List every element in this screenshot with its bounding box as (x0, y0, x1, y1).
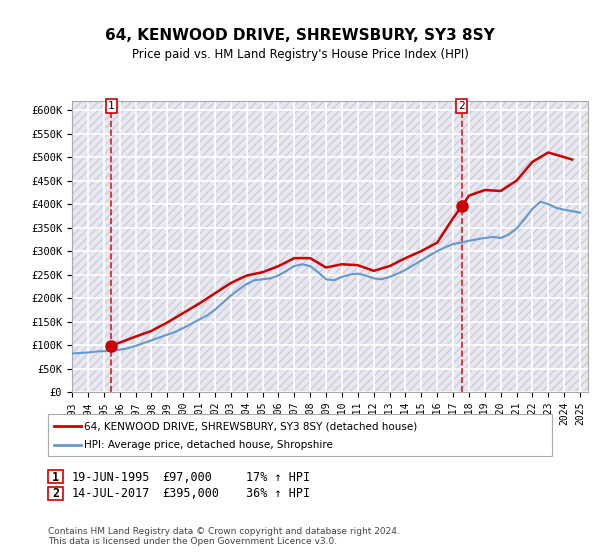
Text: 1: 1 (108, 101, 115, 111)
Text: 36% ↑ HPI: 36% ↑ HPI (246, 487, 310, 501)
Text: 14-JUL-2017: 14-JUL-2017 (72, 487, 151, 501)
Text: £97,000: £97,000 (162, 470, 212, 484)
Text: £395,000: £395,000 (162, 487, 219, 501)
Text: 1: 1 (52, 470, 59, 484)
Text: 64, KENWOOD DRIVE, SHREWSBURY, SY3 8SY: 64, KENWOOD DRIVE, SHREWSBURY, SY3 8SY (105, 28, 495, 43)
Text: Price paid vs. HM Land Registry's House Price Index (HPI): Price paid vs. HM Land Registry's House … (131, 48, 469, 60)
Text: 64, KENWOOD DRIVE, SHREWSBURY, SY3 8SY (detached house): 64, KENWOOD DRIVE, SHREWSBURY, SY3 8SY (… (84, 421, 417, 431)
Text: HPI: Average price, detached house, Shropshire: HPI: Average price, detached house, Shro… (84, 440, 333, 450)
Text: 2: 2 (52, 487, 59, 501)
Text: 2: 2 (458, 101, 465, 111)
Text: Contains HM Land Registry data © Crown copyright and database right 2024.
This d: Contains HM Land Registry data © Crown c… (48, 526, 400, 546)
Text: 17% ↑ HPI: 17% ↑ HPI (246, 470, 310, 484)
Text: 19-JUN-1995: 19-JUN-1995 (72, 470, 151, 484)
